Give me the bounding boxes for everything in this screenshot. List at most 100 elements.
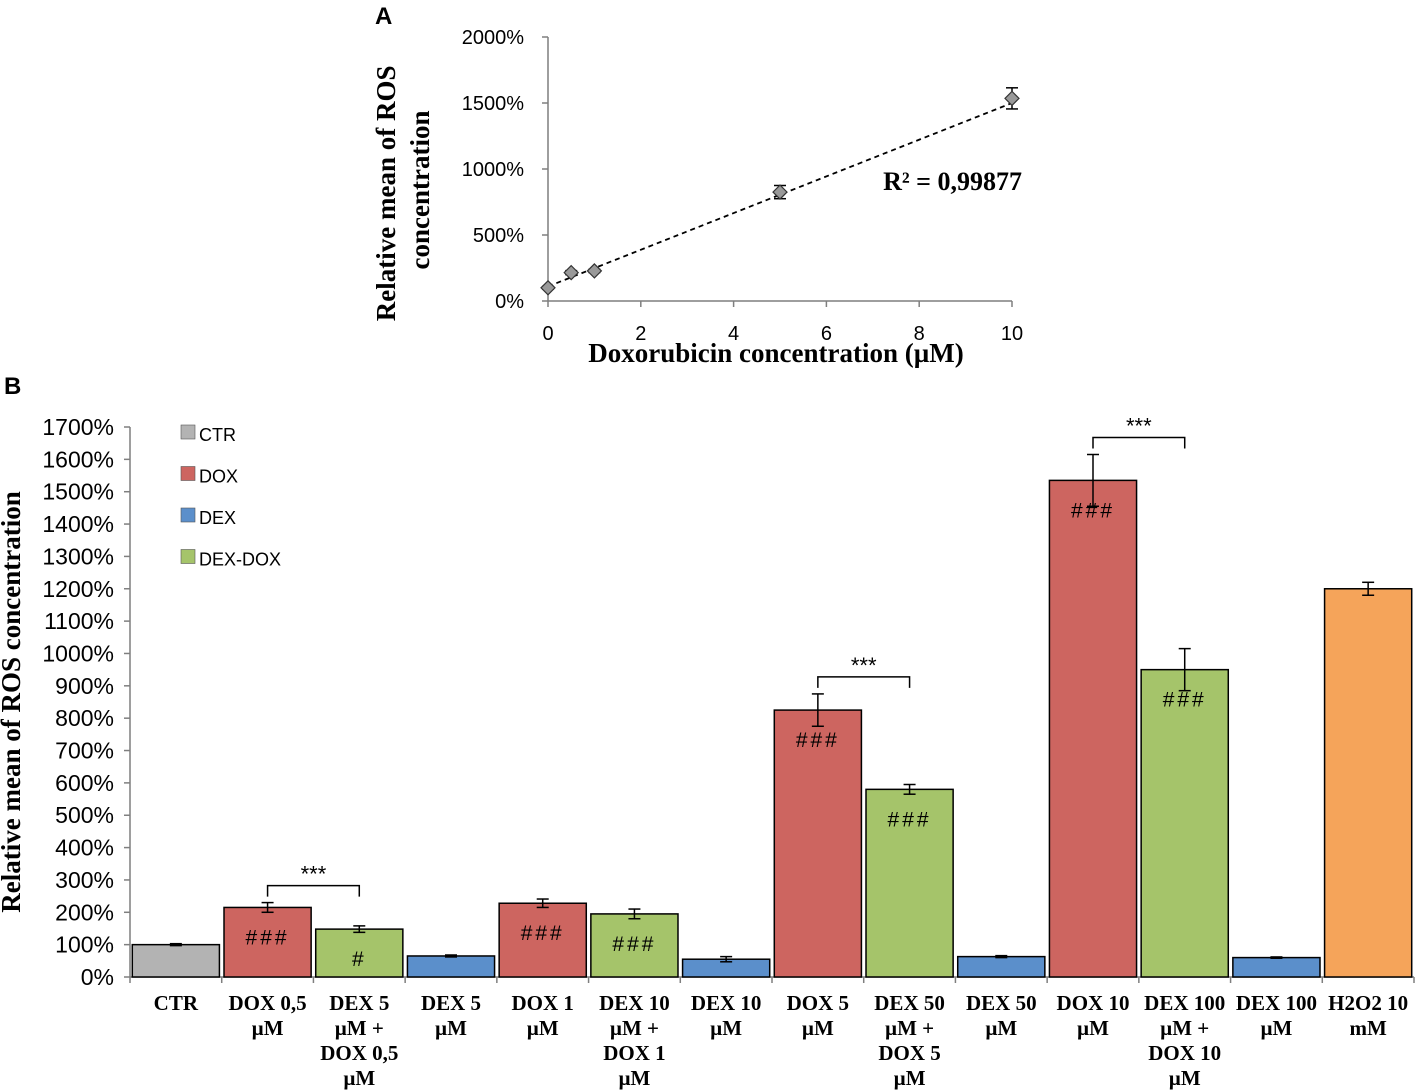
bar <box>1048 479 1138 978</box>
category-label-line: mM <box>1349 1016 1386 1040</box>
category-label-line: µM <box>710 1016 742 1040</box>
bar <box>498 902 588 978</box>
panel-b-label: B <box>4 373 21 400</box>
r-squared-annotation: R² = 0,99877 <box>883 167 1022 196</box>
category-label-line: DOX 0,5 <box>228 991 306 1015</box>
panel-a-axes: 0% 500% 1000% 1500% 2000% 0 2 4 6 8 10 <box>462 27 1023 345</box>
category-label: H2O2 10 mM <box>1328 991 1408 1040</box>
significance-bracket <box>817 676 911 688</box>
panel-b-y-tick-label: 0% <box>81 964 114 990</box>
panel-b-y-tick-label: 1000% <box>42 640 114 666</box>
significance-mark: ### <box>612 933 656 956</box>
panel-a-x-tick-label: 8 <box>914 323 925 345</box>
bar <box>1232 956 1321 978</box>
significance-stars: *** <box>301 862 327 887</box>
panel-b-y-tick-label: 1300% <box>42 543 114 569</box>
panel-a-y-tick-label: 1000% <box>462 159 524 181</box>
category-label-line: µM <box>1077 1016 1109 1040</box>
category-label: CTR <box>154 991 199 1015</box>
category-label-line: µM + <box>610 1016 659 1040</box>
category-label-line: DEX 50 <box>966 991 1037 1015</box>
category-label-line: DOX 10 <box>1057 991 1130 1015</box>
significance-mark: ### <box>521 922 565 945</box>
panel-b-y-tick-label: 900% <box>55 673 114 699</box>
panel-b-y-tick-label: 1600% <box>42 446 114 472</box>
category-label-line: µM <box>618 1066 650 1090</box>
category-label-line: µM + <box>335 1016 384 1040</box>
category-label: DOX 1 µM <box>512 991 574 1040</box>
panel-b-y-tick-label: 1200% <box>42 576 114 602</box>
panel-a-y-tick-label: 1500% <box>462 93 524 115</box>
category-label-line: µM <box>802 1016 834 1040</box>
category-label-line: DEX 10 <box>691 991 762 1015</box>
panel-a-x-tick-label: 2 <box>635 323 646 345</box>
panel-b-y-tick-label: 700% <box>55 738 114 764</box>
panel-b-y-axis-label: Relative mean of ROS concentration <box>0 491 26 912</box>
panel-b-y-tick-label: 200% <box>55 899 114 925</box>
significance-bracket <box>266 884 361 897</box>
category-label: DEX 10 µM + DOX 1 µM <box>599 991 670 1090</box>
significance-mark: # <box>352 948 367 971</box>
significance-mark: ### <box>1163 689 1207 712</box>
panel-a-y-axis-label: Relative mean of ROS concentration <box>371 59 435 322</box>
category-label-line: DEX 5 <box>421 991 481 1015</box>
panel-b: B Relative mean of ROS concentration 0% 1… <box>0 373 1415 1090</box>
panel-b-y-tick-label: 800% <box>55 705 114 731</box>
category-label: DOX 10 µM <box>1057 991 1130 1040</box>
panel-b-y-tick-label: 300% <box>55 867 114 893</box>
panel-a-y-axis-label-line-1: Relative mean of ROS <box>371 66 401 322</box>
category-label-line: DEX 5 <box>329 991 389 1015</box>
category-label-line: µM <box>527 1016 559 1040</box>
panel-a: A Relative mean of ROS concentration Dox… <box>371 3 1023 368</box>
bar <box>865 788 954 978</box>
panel-b-y-tick-label: 1100% <box>44 608 114 634</box>
panel-a-x-tick-label: 10 <box>1001 323 1023 345</box>
category-label: DEX 10 µM <box>691 991 762 1040</box>
category-label: DEX 5 µM <box>421 991 481 1040</box>
category-label: DEX 50 µM <box>966 991 1037 1040</box>
legend-label: DEX <box>199 508 236 528</box>
panel-b-y-tick-label: 1400% <box>42 511 114 537</box>
legend-swatch <box>180 507 196 523</box>
category-label: DEX 100 µM + DOX 10 µM <box>1144 991 1225 1090</box>
panel-a-y-tick-label: 0% <box>495 291 524 313</box>
legend-label: CTR <box>199 425 236 445</box>
significance-mark: ### <box>888 808 932 831</box>
category-label: DOX 0,5 µM <box>228 991 306 1040</box>
panel-a-x-tick-label: 0 <box>542 323 553 345</box>
bar <box>1140 668 1230 978</box>
panel-b-axes: 0% 100% 200% 300% 400% 500% 600% 700% 800% 900% 10… <box>42 414 1415 990</box>
bar <box>406 955 496 978</box>
category-label-line: DEX 10 <box>599 991 670 1015</box>
legend-label: DEX-DOX <box>199 550 281 570</box>
panel-a-x-tick-label: 6 <box>821 323 832 345</box>
category-label-line: µM <box>252 1016 284 1040</box>
category-label-line: DOX 1 <box>603 1041 665 1065</box>
category-label: DEX 100 µM <box>1236 991 1317 1040</box>
significance-stars: *** <box>851 653 877 678</box>
category-label-line: µM + <box>885 1016 934 1040</box>
panel-b-bars: ####### ############### <box>131 453 1413 978</box>
panel-a-y-axis-label-line-2: concentration <box>405 111 435 270</box>
category-label-line: DOX 5 <box>787 991 849 1015</box>
significance-mark: ### <box>246 926 290 949</box>
category-label-line: DOX 10 <box>1148 1041 1221 1065</box>
category-label-line: µM <box>1260 1016 1292 1040</box>
significance-mark: ### <box>796 729 840 752</box>
data-point <box>772 184 788 200</box>
category-label-line: µM <box>985 1016 1017 1040</box>
category-label-line: DEX 100 <box>1236 991 1317 1015</box>
category-label-line: DOX 1 <box>512 991 574 1015</box>
significance-bracket <box>1092 436 1186 449</box>
legend-label: DOX <box>199 467 238 487</box>
category-label: DEX 50 µM + DOX 5 µM <box>874 991 945 1090</box>
category-label: DOX 5 µM <box>787 991 849 1040</box>
category-label-line: DOX 0,5 <box>320 1041 398 1065</box>
category-label-line: µM <box>894 1066 926 1090</box>
panel-b-y-tick-label: 400% <box>55 835 114 861</box>
panel-a-label: A <box>375 3 392 30</box>
data-point <box>586 263 603 279</box>
svg-text:Relative mean of ROS c: Relative mean of ROS concentration <box>371 59 435 321</box>
category-label: DEX 5 µM + DOX 0,5 µM <box>320 991 398 1090</box>
